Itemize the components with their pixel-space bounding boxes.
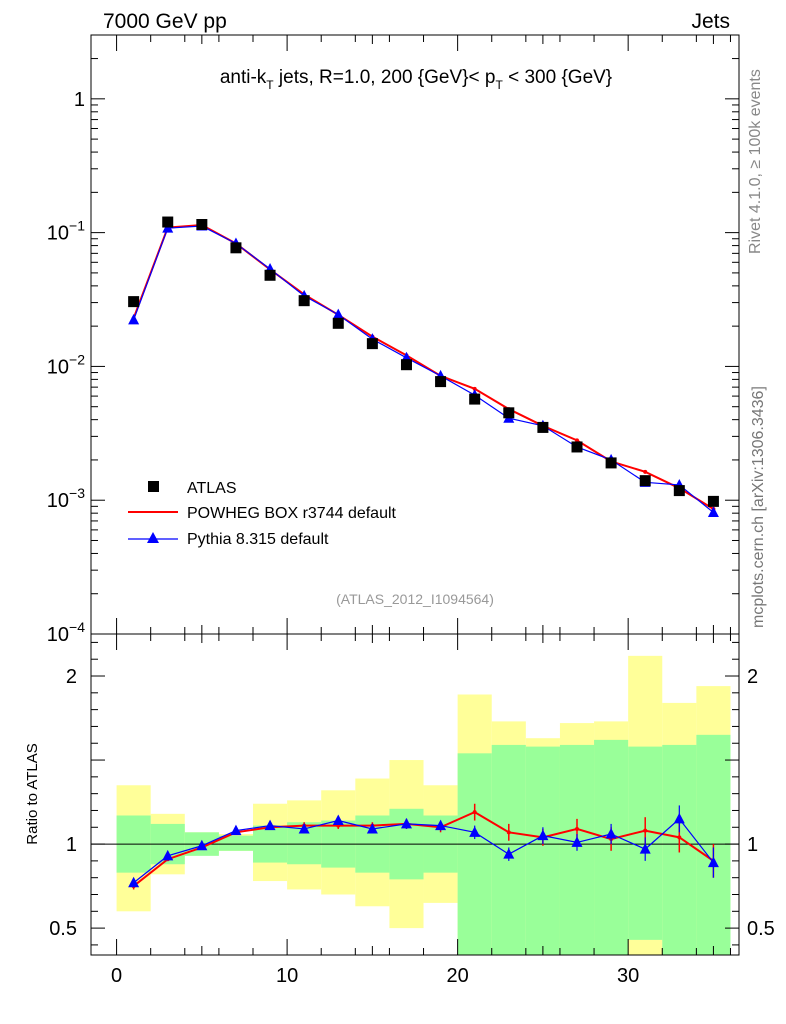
xtick-label: 30 bbox=[617, 965, 639, 987]
atlas-point bbox=[571, 441, 583, 453]
plot-title: anti-kT jets, R=1.0, 200 {GeV}< pT < 300… bbox=[220, 67, 612, 92]
ratio-pythia-point bbox=[435, 819, 447, 831]
main-ytick-label: 10−4 bbox=[47, 619, 85, 646]
atlas-point bbox=[673, 485, 685, 497]
pythia-point bbox=[128, 313, 140, 325]
legend-pythia-label: Pythia 8.315 default bbox=[187, 531, 329, 548]
main-ytick-exponent: −4 bbox=[69, 619, 85, 635]
band-inner-bin bbox=[457, 753, 492, 955]
ratio-pythia-point bbox=[639, 843, 651, 854]
ratio-ytick-label-right: 1 bbox=[747, 834, 758, 856]
title-suffix: < 300 {GeV} bbox=[503, 67, 612, 88]
main-ytick-base: 10 bbox=[47, 356, 69, 378]
ratio-powheg-line bbox=[133, 811, 714, 887]
ratio-pythia-point bbox=[298, 822, 310, 834]
title-prefix-sub: T bbox=[266, 78, 274, 92]
legend-powheg-label: POWHEG BOX r3744 default bbox=[187, 505, 397, 522]
ratio-pythia-point bbox=[162, 849, 174, 861]
atlas-point bbox=[469, 393, 481, 405]
title-middle-sub: T bbox=[495, 78, 503, 92]
atlas-point bbox=[639, 475, 651, 487]
legend-atlas-marker bbox=[148, 481, 159, 492]
ratio-pythia-point bbox=[673, 812, 685, 824]
atlas-point bbox=[264, 269, 276, 281]
main-ytick-label: 10−1 bbox=[47, 218, 85, 245]
ratio-pythia-point bbox=[366, 822, 378, 834]
main-ytick-label: 1 bbox=[74, 89, 85, 111]
atlas-point bbox=[196, 219, 208, 231]
band-inner-bin bbox=[218, 835, 253, 851]
header-right: Jets bbox=[691, 10, 730, 33]
xtick-label: 10 bbox=[276, 965, 298, 987]
analysis-watermark: (ATLAS_2012_I1094564) bbox=[336, 591, 494, 607]
main-ytick-exponent: −1 bbox=[69, 218, 85, 234]
legend: ATLAS POWHEG BOX r3744 default Pythia 8.… bbox=[128, 480, 397, 548]
ratio-pythia-point bbox=[707, 856, 719, 868]
ratio-pythia-point bbox=[537, 829, 549, 841]
pythia-point bbox=[707, 506, 719, 517]
atlas-point bbox=[605, 457, 617, 469]
atlas-point bbox=[707, 495, 719, 507]
ratio-powheg-point bbox=[677, 835, 682, 840]
atlas-point bbox=[332, 317, 344, 329]
atlas-point bbox=[400, 359, 412, 371]
ratio-pythia-point bbox=[571, 836, 583, 847]
ratio-powheg-point bbox=[472, 810, 477, 815]
title-middle: jets, R=1.0, 200 {GeV}< p bbox=[274, 67, 496, 88]
band-inner-bin bbox=[525, 746, 560, 955]
main-ytick-base: 10 bbox=[47, 490, 69, 512]
atlas-point bbox=[128, 296, 140, 308]
legend-atlas-label: ATLAS bbox=[187, 480, 237, 497]
header-left: 7000 GeV pp bbox=[103, 10, 227, 33]
side-rivet-label: Rivet 4.1.0, ≥ 100k events bbox=[747, 69, 764, 254]
ratio-pythia-point bbox=[469, 826, 481, 837]
atlas-point bbox=[298, 295, 310, 307]
ratio-pythia-point bbox=[332, 814, 344, 826]
atlas-point bbox=[366, 338, 378, 350]
ratio-powheg-point bbox=[643, 828, 648, 833]
ratio-pythia-line bbox=[133, 817, 714, 884]
ratio-pythia-point bbox=[230, 824, 242, 836]
ratio-pythia-point bbox=[196, 839, 208, 851]
xtick-label: 0 bbox=[111, 965, 122, 987]
ratio-pythia-point bbox=[503, 848, 515, 859]
pythia-point bbox=[332, 308, 344, 320]
ratio-powheg-point bbox=[575, 826, 579, 831]
ratio-ytick-label-left: 2 bbox=[66, 666, 77, 688]
main-ytick-base: 10 bbox=[47, 223, 69, 245]
main-ytick-label: 10−2 bbox=[47, 351, 85, 378]
powheg-point bbox=[643, 469, 648, 474]
ratio-ytick-label-right: 0.5 bbox=[747, 918, 775, 940]
atlas-point bbox=[435, 376, 447, 388]
ratio-pythia-point bbox=[264, 819, 276, 831]
ratio-frame bbox=[90, 633, 740, 956]
ratio-ytick-label-right: 2 bbox=[747, 666, 758, 688]
title-prefix: anti-k bbox=[220, 67, 267, 88]
main-ytick-base: 10 bbox=[47, 624, 69, 646]
main-ytick-exponent: −2 bbox=[69, 351, 85, 367]
xtick-label: 20 bbox=[447, 965, 469, 987]
pythia-line bbox=[133, 225, 714, 513]
main-ytick-label: 10−3 bbox=[47, 485, 85, 512]
main-panel: 110−110−210−310−4 bbox=[47, 34, 740, 646]
ratio-pythia-point bbox=[605, 827, 617, 839]
powheg-point bbox=[472, 386, 477, 391]
legend-pythia-marker bbox=[147, 532, 159, 543]
ratio-ytick-label-left: 0.5 bbox=[49, 918, 77, 940]
main-ytick-base: 1 bbox=[74, 89, 85, 111]
ratio-powheg-point bbox=[506, 830, 511, 835]
side-mcplots-label: mcplots.cern.ch [arXiv:1306.3436] bbox=[750, 386, 767, 628]
powheg-point bbox=[575, 438, 579, 443]
ratio-ytick-label-left: 1 bbox=[66, 834, 77, 856]
ratio-pythia-point bbox=[128, 876, 140, 888]
main-ytick-exponent: −3 bbox=[69, 485, 85, 501]
atlas-point bbox=[503, 407, 515, 419]
ratio-pythia-point bbox=[400, 817, 412, 829]
ratio-ylabel: Ratio to ATLAS bbox=[24, 743, 41, 844]
atlas-point bbox=[537, 421, 549, 433]
ratio-panel: 0 10 20 30 0.5 0.5 1 1 2 2 bbox=[49, 633, 775, 987]
atlas-point bbox=[162, 216, 174, 228]
atlas-point bbox=[230, 242, 242, 254]
